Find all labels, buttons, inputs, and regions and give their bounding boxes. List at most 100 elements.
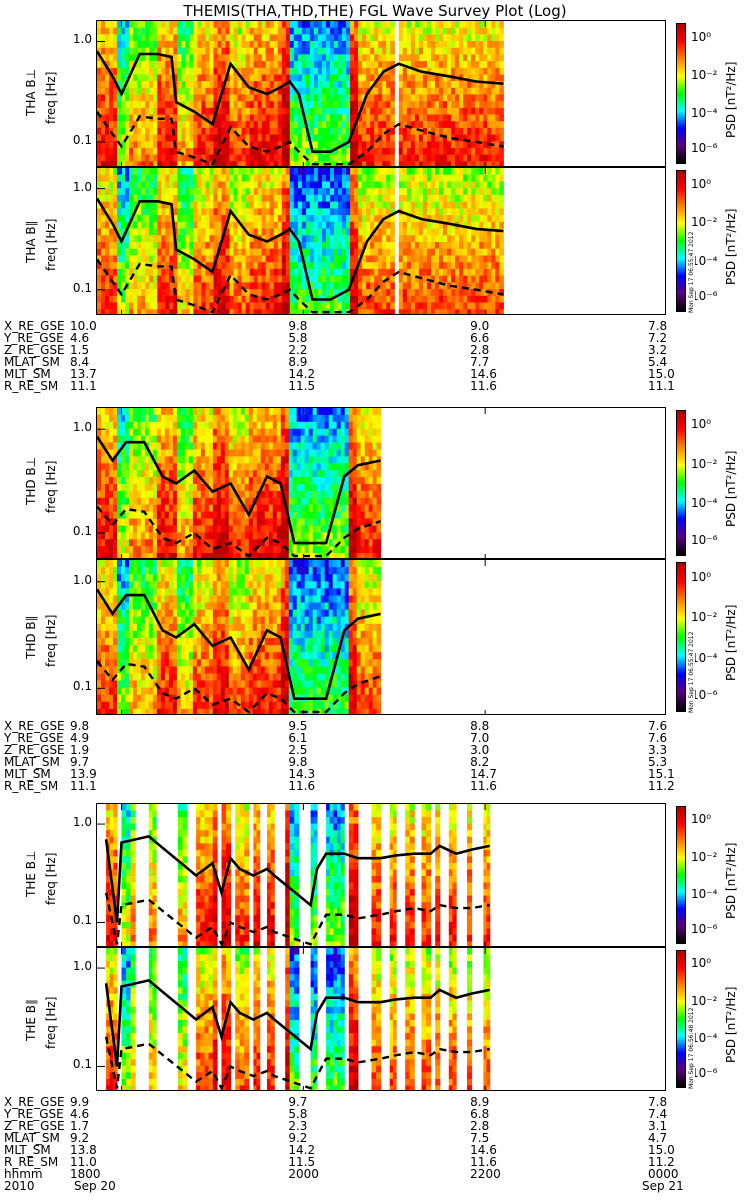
spectrogram-cell	[257, 161, 263, 166]
spectrogram-cell	[145, 54, 150, 62]
spectrogram-cell	[495, 228, 500, 236]
spectrogram-cell	[109, 121, 114, 129]
spectrogram-cell	[350, 181, 355, 189]
spectrogram-cell	[117, 174, 122, 182]
spectrogram-cell	[491, 168, 496, 176]
spectrogram-cell	[499, 141, 504, 149]
spectrogram-cell	[479, 295, 484, 304]
spectrogram-cell	[97, 553, 102, 558]
spectrogram-cell	[326, 248, 331, 256]
spectrogram-cell	[145, 34, 150, 42]
spectrogram-cell	[281, 141, 287, 149]
spectrogram-cell	[221, 201, 227, 209]
spectrogram-cell	[402, 181, 408, 189]
spectrogram-cell	[217, 127, 223, 136]
spectrogram-cell	[229, 289, 235, 297]
spectrogram-cell	[431, 275, 436, 283]
spectrogram-cell	[499, 127, 504, 136]
spectrogram-cell	[201, 289, 206, 297]
spectrogram-cell	[338, 194, 343, 203]
spectrogram-cell	[346, 215, 351, 223]
spectrogram-cell	[157, 242, 162, 250]
spectrogram-cell	[366, 127, 371, 136]
spectrogram-cell	[330, 208, 335, 216]
spectrogram-cell	[229, 168, 235, 176]
spectrogram-cell	[285, 67, 291, 76]
spectrogram-cell	[105, 295, 110, 304]
spectrogram-cell	[317, 161, 323, 166]
spectrogram-cell	[117, 532, 122, 540]
spectrogram-cell	[354, 127, 359, 136]
spectrogram-cell	[105, 289, 110, 297]
spectrogram-cell	[149, 148, 154, 156]
spectrogram-cell	[117, 21, 122, 29]
spectrogram-cell	[160, 442, 166, 450]
spectrogram-cell	[137, 295, 142, 304]
spectrogram-cell	[97, 428, 102, 437]
spectrogram-cell	[305, 194, 311, 203]
spectrogram-cell	[350, 262, 355, 270]
spectrogram-cell	[173, 208, 178, 216]
spectrogram-cell	[443, 121, 448, 129]
spectrogram-cell	[205, 215, 211, 223]
spectrogram-cell	[257, 107, 263, 116]
upper-frequency-line	[97, 197, 504, 301]
spectrogram-cell	[113, 428, 118, 437]
spectrogram-cell	[201, 154, 206, 162]
spectrogram-cell	[431, 255, 436, 263]
spectrogram-cell	[467, 121, 472, 129]
spectrogram-cell	[285, 47, 291, 55]
spectrogram-cell	[427, 201, 432, 209]
spectrogram-cell	[165, 242, 170, 250]
lower-frequency-line	[97, 258, 504, 314]
spectrogram-cell	[193, 282, 198, 290]
spectrogram-cell	[129, 188, 134, 196]
spectrogram-cell	[165, 94, 170, 102]
spectrogram-cell	[495, 201, 500, 209]
spectrogram-cell	[213, 127, 219, 136]
spectrogram-cell	[221, 127, 227, 136]
spectrogram-cell	[221, 194, 227, 203]
spectrogram-cell	[125, 532, 130, 540]
spectrogram-cell	[245, 262, 251, 270]
spectrogram-cell	[265, 174, 271, 182]
spectrogram-cell	[358, 161, 363, 166]
spectrogram-cell	[213, 154, 219, 162]
spectrogram-cell	[390, 221, 395, 230]
spectrogram-cell	[173, 127, 178, 136]
spectrogram-cell	[253, 262, 259, 270]
spectrogram-cell	[346, 21, 351, 29]
spectrogram-cell	[261, 289, 267, 297]
spectrogram-cell	[422, 47, 428, 55]
spectrogram-cell	[305, 21, 311, 29]
spectrogram-cell	[169, 268, 174, 277]
spectrogram-cell	[427, 148, 432, 156]
spectrogram-cell	[152, 546, 158, 554]
spectrogram-cell	[105, 275, 110, 283]
spectrogram-cell	[479, 47, 484, 55]
spectrogram-cell	[390, 248, 395, 256]
spectrogram-cell	[354, 188, 359, 196]
spectrogram-cell	[229, 248, 235, 256]
spectrogram-cell	[197, 221, 202, 230]
spectrogram-cell	[148, 539, 154, 547]
spectrogram-cell	[370, 101, 375, 109]
spectrogram-cell	[402, 148, 408, 156]
spectrogram-cell	[455, 34, 460, 42]
spectrogram-cell	[193, 114, 198, 122]
spectrogram-cell	[121, 463, 126, 471]
spectrogram-cell	[189, 289, 194, 297]
spectrogram-cell	[277, 154, 283, 162]
spectrogram-cell	[188, 546, 194, 554]
spectrogram-cell	[338, 114, 343, 122]
spectrogram-cell	[289, 154, 295, 162]
spectrogram-cell	[229, 134, 235, 142]
spectrogram-cell	[205, 94, 211, 102]
spectrogram-cell	[197, 81, 202, 89]
spectrogram-cell	[326, 114, 331, 122]
spectrogram-cell	[427, 248, 432, 256]
spectrogram-cell	[105, 21, 110, 29]
spectrogram-cell	[241, 127, 247, 136]
spectrogram-cell	[398, 87, 404, 96]
spectrogram-cell	[193, 215, 198, 223]
